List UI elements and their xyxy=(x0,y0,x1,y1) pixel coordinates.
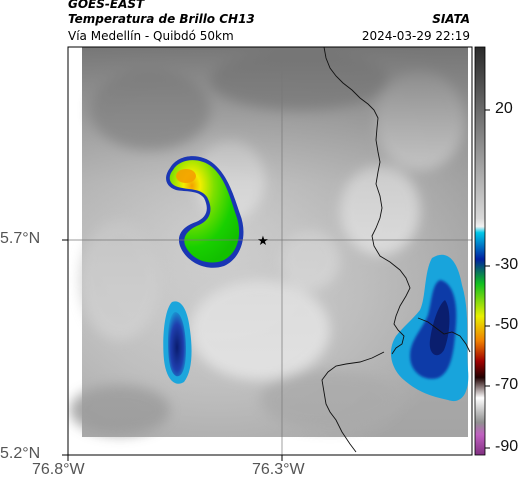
colorbar-label: -70 xyxy=(495,376,519,393)
colorbar-label: -50 xyxy=(495,316,519,333)
border-line-east xyxy=(417,317,471,353)
cold-cloud-south xyxy=(163,301,192,384)
cold-cloud-east xyxy=(390,254,469,402)
satellite-name: GOES-EAST xyxy=(68,0,145,11)
colorbar xyxy=(474,46,486,456)
map-frame xyxy=(67,46,473,456)
lat-tick-label: 5.2°N xyxy=(0,445,41,462)
colorbar-label: 20 xyxy=(495,100,513,117)
timestamp: 2024-03-29 22:19 xyxy=(361,29,470,43)
lon-tick-label: 76.3°W xyxy=(252,461,305,478)
route-subtitle: Vía Medellín - Quibdó 50km xyxy=(68,29,234,43)
agency-label: SIATA xyxy=(432,12,470,26)
lat-tick-label: 5.7°N xyxy=(0,230,41,247)
star-icon: ★ xyxy=(257,234,269,249)
product-title: Temperatura de Brillo CH13 xyxy=(68,12,255,26)
border-line xyxy=(323,47,411,355)
colorbar-label: -30 xyxy=(495,256,519,273)
border-line-south xyxy=(321,351,385,453)
lon-tick-label: 76.8°W xyxy=(32,461,85,478)
colorbar-label: -90 xyxy=(495,438,519,455)
